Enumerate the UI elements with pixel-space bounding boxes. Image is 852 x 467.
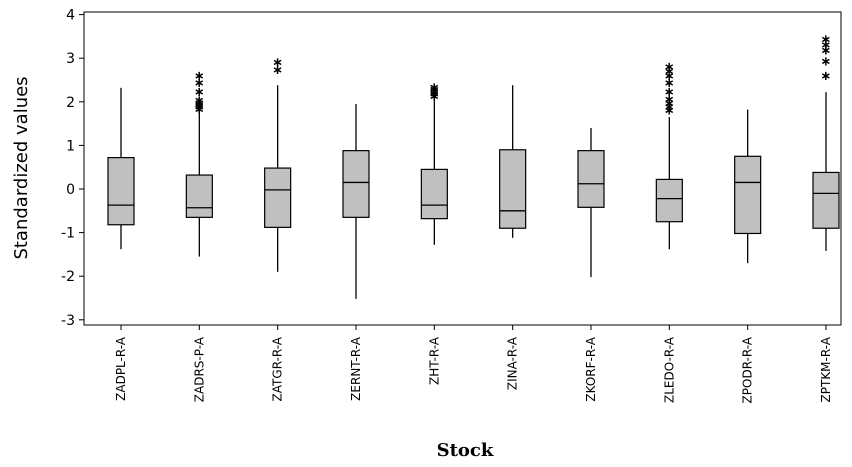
box [812, 171, 840, 229]
x-tick-label: ZERNT-R-A [349, 336, 363, 401]
box [107, 157, 135, 226]
box-group: ∗∗∗∗∗∗∗∗ [185, 69, 213, 257]
box [185, 174, 213, 218]
outlier-point: ∗ [194, 96, 205, 111]
y-tick-label: 4 [66, 8, 75, 24]
outlier-point: ∗ [664, 92, 675, 107]
box-group [107, 87, 135, 250]
x-tick-label: ZHT-R-A [427, 336, 441, 385]
outlier-point: ∗ [664, 60, 675, 75]
outlier-point: ∗ [664, 64, 675, 79]
y-tick-label: 1 [66, 138, 75, 154]
outlier-point: ∗ [664, 97, 675, 112]
box-group [577, 127, 605, 278]
box [420, 168, 448, 220]
outlier-point: ∗ [664, 85, 675, 100]
y-axis-title: Standardized values [11, 76, 32, 259]
plot-frame [83, 11, 842, 326]
outlier-point: ∗ [821, 38, 832, 53]
box [264, 167, 292, 228]
y-tick-label: -2 [61, 269, 75, 285]
outlier-point: ∗ [821, 69, 832, 84]
y-tick-label: 0 [66, 182, 75, 198]
outlier-point: ∗ [429, 81, 440, 96]
outlier-point: ∗ [821, 43, 832, 58]
y-tick-label: 3 [66, 51, 75, 67]
outlier-point: ∗ [194, 76, 205, 91]
outlier-point: ∗ [821, 33, 832, 48]
outlier-point: ∗ [664, 69, 675, 84]
box-group: ∗∗ [264, 56, 292, 272]
outlier-point: ∗ [194, 85, 205, 100]
x-tick-label: ZADRS-P-A [192, 336, 206, 402]
box [655, 178, 683, 223]
outlier-point: ∗ [821, 54, 832, 69]
y-tick-label: -1 [61, 226, 75, 242]
outlier-point: ∗ [429, 83, 440, 98]
outlier-point: ∗ [272, 56, 283, 71]
box [734, 155, 762, 235]
box-group [342, 103, 370, 299]
box [577, 150, 605, 208]
box [499, 149, 527, 229]
x-tick-label: ZKORF-R-A [584, 336, 598, 401]
x-axis-title: Stock [437, 440, 494, 461]
y-axis: 4 3 2 1 0 -1 -2 -3 [61, 8, 84, 329]
x-tick-label: ZADPL-R-A [114, 336, 128, 401]
outlier-point: ∗ [429, 85, 440, 100]
outlier-point: ∗ [194, 100, 205, 115]
box-group: ∗∗∗∗∗∗∗∗∗ [655, 60, 683, 250]
outlier-point: ∗ [194, 69, 205, 84]
y-tick-label: -3 [61, 313, 75, 329]
outlier-point: ∗ [664, 100, 675, 115]
x-tick-label: ZINA-R-A [506, 336, 520, 390]
outlier-point: ∗ [664, 76, 675, 91]
x-axis: ZADPL-R-A ZADRS-P-A ZATGR-R-A ZERNT-R-A ZHT-… [114, 325, 833, 403]
box-group [499, 85, 527, 238]
outlier-point: ∗ [272, 63, 283, 78]
x-tick-label: ZLEDO-R-A [662, 336, 676, 403]
outlier-point: ∗ [429, 87, 440, 102]
y-tick-label: 2 [66, 95, 75, 111]
outlier-point: ∗ [429, 89, 440, 104]
outlier-point: ∗ [194, 94, 205, 109]
x-tick-label: ZPODR-R-A [741, 336, 755, 403]
x-tick-label: ZATGR-R-A [271, 336, 285, 401]
box-series: ∗∗∗∗∗∗∗∗ ∗∗∗∗∗∗∗∗∗∗∗∗∗∗∗∗∗∗∗∗∗ [107, 33, 840, 299]
box-group: ∗∗∗∗∗ [420, 81, 448, 245]
outlier-point: ∗ [194, 98, 205, 113]
box-group [734, 109, 762, 264]
box-group: ∗∗∗∗∗ [812, 33, 840, 251]
outlier-point: ∗ [194, 102, 205, 117]
x-tick-label: ZPTKM-R-A [819, 336, 833, 402]
box [342, 150, 370, 218]
outlier-point: ∗ [664, 104, 675, 119]
